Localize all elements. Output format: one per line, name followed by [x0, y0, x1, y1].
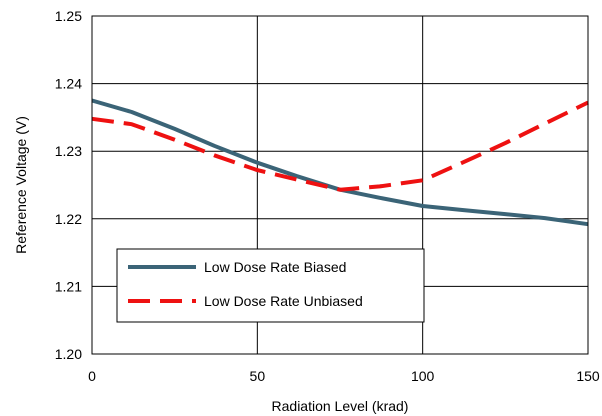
legend: Low Dose Rate Biased Low Dose Rate Unbia… — [116, 248, 425, 323]
y-tick-label: 1.22 — [55, 211, 82, 227]
series-layer — [91, 98, 589, 227]
plot-frame — [91, 15, 589, 355]
y-axis-title: Reference Voltage (V) — [13, 116, 29, 254]
y-tick-label: 1.25 — [55, 8, 82, 24]
legend-label-unbiased: Low Dose Rate Unbiased — [204, 293, 363, 309]
x-tick-label: 100 — [411, 368, 435, 384]
y-tick-label: 1.23 — [55, 143, 82, 159]
x-tick-label: 150 — [576, 368, 600, 384]
y-tick-label: 1.24 — [55, 76, 82, 92]
legend-box — [116, 248, 425, 323]
x-tick-label: 0 — [88, 368, 96, 384]
x-axis-title: Radiation Level (krad) — [272, 398, 409, 414]
y-tick-label: 1.20 — [55, 346, 82, 362]
series-line-unbiased — [91, 100, 589, 192]
y-tick-labels: 1.20 1.21 1.22 1.23 1.24 1.25 — [55, 8, 82, 362]
x-tick-label: 50 — [250, 368, 266, 384]
x-tick-labels: 0 50 100 150 — [88, 368, 600, 384]
y-tick-label: 1.21 — [55, 278, 82, 294]
legend-label-biased: Low Dose Rate Biased — [204, 259, 346, 275]
